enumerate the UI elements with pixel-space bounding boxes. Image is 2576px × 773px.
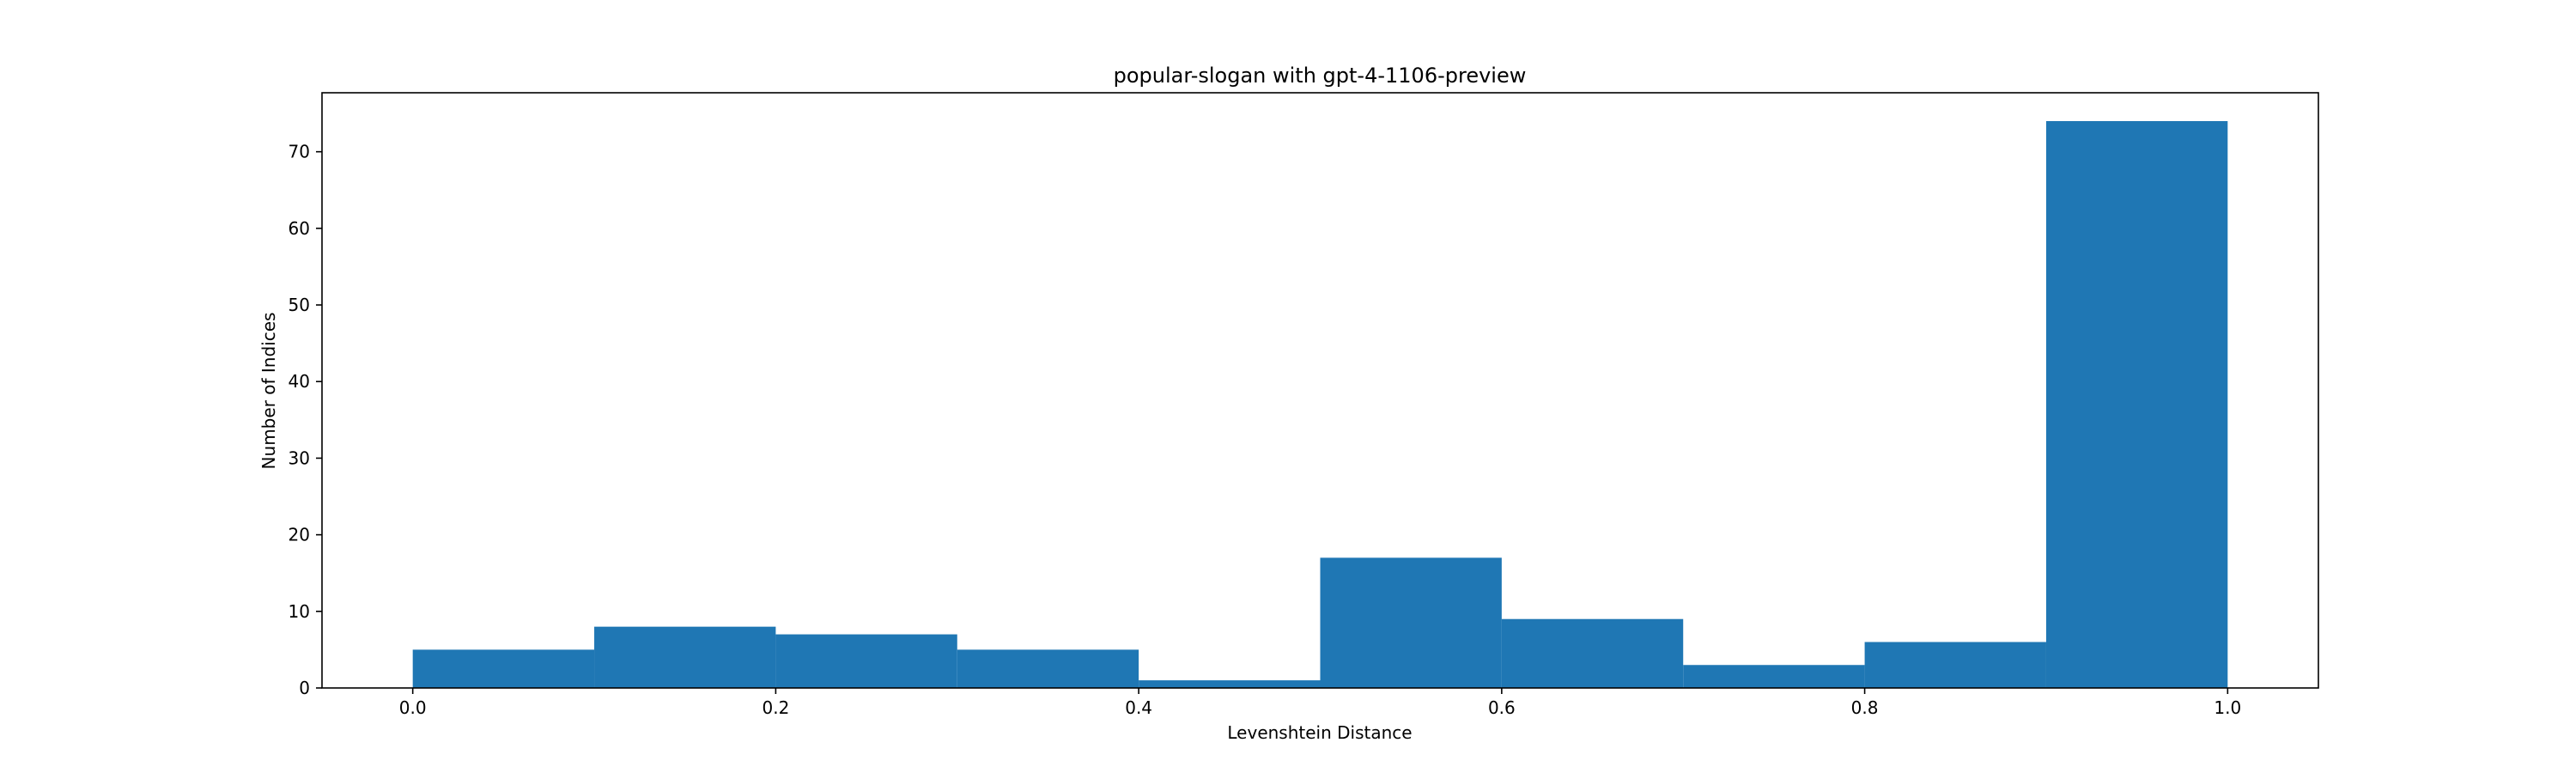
y-axis-ticks: 0 10 20 30 40 50 60 70	[289, 142, 322, 698]
histogram-bar	[775, 634, 957, 688]
x-tick-label: 0.2	[762, 697, 790, 718]
x-tick-label: 0.8	[1851, 697, 1879, 718]
plot-frame	[321, 92, 2319, 689]
chart-title: popular-slogan with gpt-4-1106-preview	[1114, 64, 1527, 88]
histogram-bar	[957, 649, 1139, 688]
histogram-bar	[2045, 121, 2228, 688]
x-axis-ticks: 0.0 0.2 0.4 0.6 0.8 1.0	[399, 688, 2241, 718]
histogram-bar	[1864, 642, 2046, 688]
x-tick-label: 0.6	[1488, 697, 1516, 718]
histogram-bar	[1139, 680, 1321, 688]
y-tick-label: 60	[289, 218, 310, 239]
x-tick-label: 1.0	[2214, 697, 2241, 718]
y-tick-label: 0	[299, 678, 310, 698]
x-tick-label: 0.0	[399, 697, 427, 718]
x-tick-label: 0.4	[1125, 697, 1152, 718]
y-tick-label: 30	[289, 447, 310, 468]
histogram-bar	[1320, 557, 1502, 688]
histogram-bar	[594, 626, 776, 688]
histogram-bar	[1501, 618, 1684, 688]
histogram-bar	[1683, 665, 1865, 688]
bars-layer	[412, 121, 2228, 688]
y-axis-label: Number of Indices	[258, 313, 279, 470]
y-tick-label: 20	[289, 525, 310, 545]
y-tick-label: 10	[289, 601, 310, 622]
y-tick-label: 40	[289, 371, 310, 392]
x-axis-label: Levenshtein Distance	[1227, 722, 1412, 743]
y-tick-label: 50	[289, 295, 310, 315]
y-tick-label: 70	[289, 142, 310, 162]
histogram-bar	[412, 649, 595, 688]
